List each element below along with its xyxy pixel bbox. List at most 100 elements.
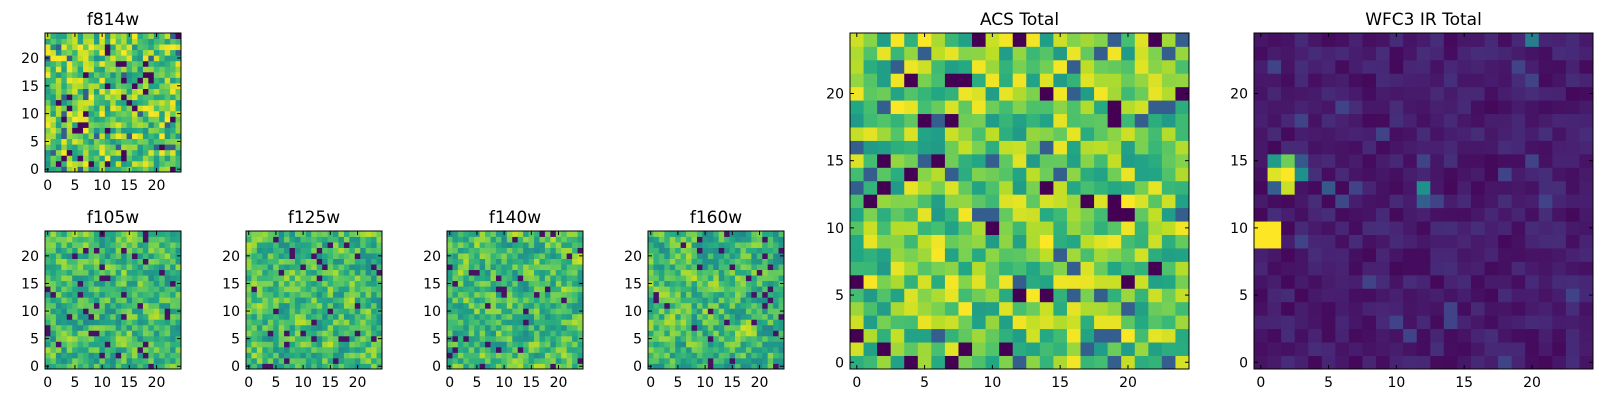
heatmap-cell	[944, 274, 959, 289]
heatmap-cell	[1457, 86, 1472, 101]
heatmap-cell	[164, 133, 171, 140]
heatmap-cell	[61, 105, 68, 112]
heatmap-cell	[534, 308, 540, 315]
heatmap-cell	[528, 247, 535, 254]
heatmap-cell	[850, 248, 864, 262]
heatmap-cell	[1457, 140, 1472, 155]
heatmap-cell	[577, 242, 584, 248]
heatmap-cell	[756, 236, 763, 243]
heatmap-cell	[66, 38, 73, 45]
heatmap-cell	[126, 269, 133, 276]
heatmap-cell	[99, 155, 106, 162]
heatmap-cell	[577, 275, 584, 282]
heatmap-cell	[1335, 221, 1350, 235]
heatmap-cell	[1416, 301, 1431, 316]
heatmap-cell	[1094, 288, 1109, 303]
heatmap-cell	[1267, 288, 1282, 303]
heatmap-cell	[1443, 46, 1458, 61]
heatmap-cell	[316, 324, 323, 331]
heatmap-cell	[300, 264, 307, 271]
heatmap-cell	[267, 346, 274, 353]
heatmap-cell	[104, 231, 111, 237]
heatmap-cell	[653, 275, 660, 282]
heatmap-cell	[121, 160, 127, 167]
heatmap-cell	[137, 286, 144, 293]
heatmap-cell	[740, 324, 747, 331]
heatmap-cell	[756, 275, 763, 282]
heatmap-cell	[289, 357, 296, 364]
heatmap-cell	[333, 286, 339, 293]
heatmap-cell	[175, 38, 182, 45]
heatmap-cell	[1012, 342, 1027, 356]
x-tick-label: 15	[321, 375, 339, 391]
heatmap-cell	[55, 144, 62, 151]
heatmap-cell	[1565, 59, 1580, 74]
heatmap-cell	[958, 140, 973, 155]
heatmap-cell	[126, 242, 133, 248]
heatmap-cell	[958, 180, 973, 195]
heatmap-cell	[1348, 315, 1363, 330]
heatmap-cell	[72, 264, 79, 271]
heatmap-cell	[83, 55, 89, 62]
heatmap-cell	[66, 258, 73, 265]
heatmap-cell	[1403, 100, 1418, 115]
heatmap-cell	[561, 275, 568, 282]
heatmap-cell	[93, 335, 100, 342]
heatmap-cell	[371, 357, 377, 364]
heatmap-cell	[958, 127, 973, 141]
heatmap-cell	[1470, 33, 1485, 47]
heatmap-cell	[773, 286, 779, 293]
heatmap-cell	[1012, 288, 1027, 303]
heatmap-cell	[664, 269, 671, 276]
y-tick-label: 15	[1230, 154, 1248, 170]
heatmap-cell	[110, 127, 117, 134]
heatmap-cell	[1281, 355, 1296, 370]
heatmap-cell	[1538, 328, 1553, 343]
heatmap-cell	[72, 110, 79, 117]
heatmap-cell	[707, 308, 714, 315]
heatmap-cell	[137, 38, 144, 45]
heatmap-cell	[327, 291, 334, 298]
heatmap-cell	[658, 258, 665, 265]
heatmap-cell	[958, 328, 973, 343]
heatmap-cell	[1053, 221, 1068, 235]
heatmap-cell	[696, 253, 703, 259]
heatmap-cell	[1525, 221, 1540, 235]
heatmap-cell	[1335, 113, 1350, 128]
heatmap-cell	[1579, 127, 1594, 141]
heatmap-cell	[148, 99, 155, 106]
heatmap-cell	[99, 264, 106, 271]
heatmap-cell	[944, 73, 959, 88]
heatmap-cell	[1012, 261, 1027, 276]
heatmap-cell	[539, 286, 546, 293]
heatmap-cell	[1443, 140, 1458, 155]
heatmap-cell	[343, 247, 350, 254]
heatmap-cell	[1148, 342, 1163, 356]
heatmap-cell	[1565, 261, 1580, 276]
heatmap-cell	[132, 363, 138, 370]
heatmap-cell	[572, 297, 578, 304]
heatmap-cell	[66, 286, 73, 293]
heatmap-cell	[544, 253, 551, 259]
heatmap-cell	[566, 330, 573, 337]
heatmap-cell	[289, 242, 296, 248]
heatmap-cell	[550, 269, 557, 276]
heatmap-cell	[773, 275, 779, 282]
heatmap-cell	[958, 33, 973, 47]
x-tick-label: 20	[550, 375, 568, 391]
heatmap-cell	[1457, 328, 1472, 343]
heatmap-cell	[251, 247, 258, 254]
heatmap-cell	[170, 71, 176, 78]
heatmap-cell	[691, 363, 698, 370]
heatmap-cell	[762, 346, 769, 353]
heatmap-cell	[50, 291, 57, 298]
heatmap-cell	[262, 231, 269, 237]
heatmap-cell	[1525, 315, 1540, 330]
heatmap-cell	[365, 363, 372, 370]
heatmap-cell	[1308, 153, 1323, 168]
heatmap-cell	[322, 341, 328, 348]
heatmap-cell	[333, 363, 339, 370]
heatmap-cell	[751, 264, 758, 271]
heatmap-cell	[77, 83, 84, 89]
heatmap-cell	[707, 247, 714, 254]
